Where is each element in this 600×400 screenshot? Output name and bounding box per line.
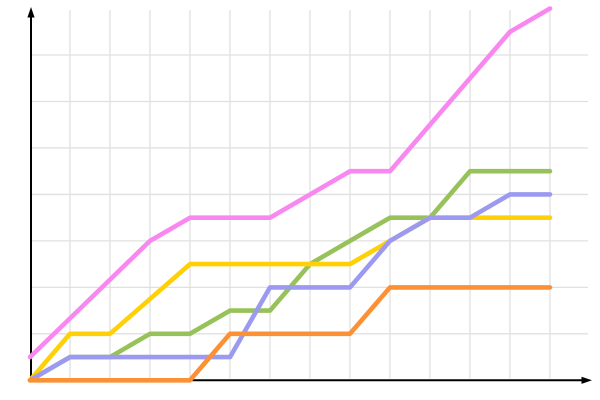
series-lines [27,6,553,383]
x-axis-arrowhead-icon [581,376,592,384]
series-green-line [27,168,553,383]
series-orange-line [27,285,553,383]
y-axis-arrowhead-icon [27,7,35,18]
series-blue-line [27,192,553,383]
series-violet-line [27,6,553,360]
